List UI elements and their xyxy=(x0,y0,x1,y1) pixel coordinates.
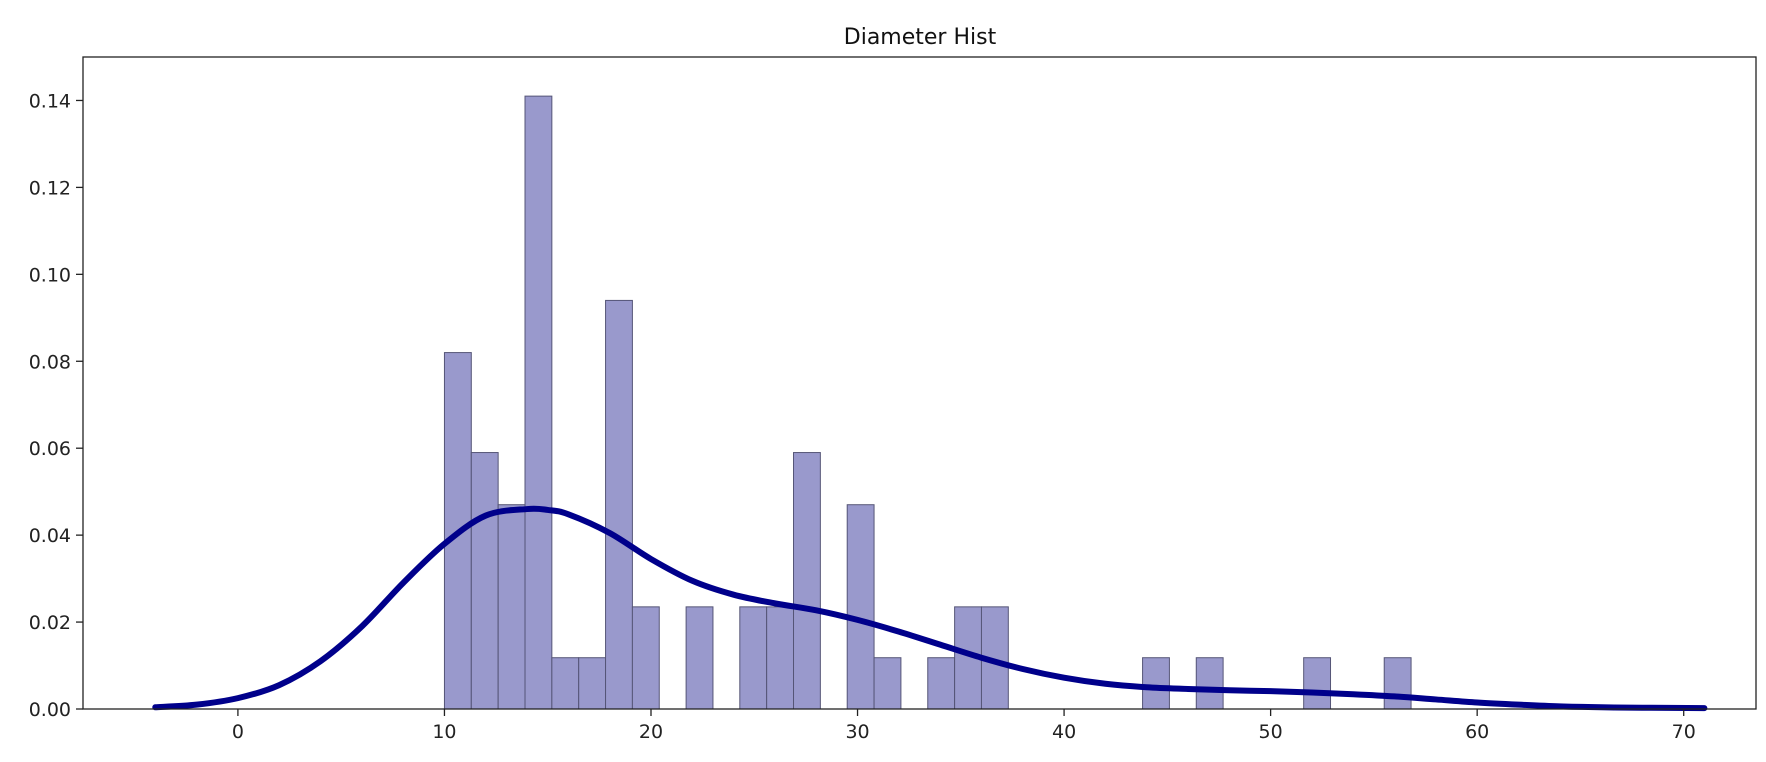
y-tick-label: 0.12 xyxy=(29,177,71,199)
x-tick-label: 0 xyxy=(232,721,244,743)
y-tick-label: 0.04 xyxy=(29,525,71,547)
x-tick-label: 30 xyxy=(845,721,869,743)
histogram-bar xyxy=(846,504,875,710)
histogram-bar xyxy=(1303,657,1332,710)
histogram-bar xyxy=(927,657,956,710)
histogram-bar xyxy=(766,606,795,710)
chart-title: Diameter Hist xyxy=(844,25,997,50)
x-tick-label: 40 xyxy=(1052,721,1076,743)
x-tick-label: 50 xyxy=(1259,721,1283,743)
y-tick-label: 0.10 xyxy=(29,264,71,286)
histogram-bar xyxy=(578,657,607,710)
x-tick-label: 70 xyxy=(1672,721,1696,743)
x-axis: 0 10 20 30 40 50 60 70 xyxy=(232,709,1696,743)
histogram-bar xyxy=(1383,657,1412,710)
histogram-bar xyxy=(631,606,660,710)
kde-curve xyxy=(152,505,1708,712)
histogram-bar xyxy=(1142,657,1170,710)
histogram-bar xyxy=(497,504,526,710)
y-tick-label: 0.06 xyxy=(29,438,71,460)
y-tick-label: 0.00 xyxy=(29,699,71,721)
histogram-bar xyxy=(873,657,902,710)
histogram-bar xyxy=(1195,657,1224,710)
y-tick-label: 0.08 xyxy=(29,351,71,373)
histogram-bar xyxy=(605,299,633,710)
x-tick-label: 60 xyxy=(1465,721,1489,743)
histogram-bar xyxy=(685,606,714,710)
x-tick-label: 10 xyxy=(432,721,456,743)
histogram-bar xyxy=(524,95,553,710)
x-tick-label: 20 xyxy=(639,721,663,743)
y-tick-label: 0.02 xyxy=(29,612,71,634)
histogram-bar xyxy=(470,452,499,710)
bars-layer xyxy=(443,95,1412,710)
plot-frame xyxy=(82,56,1757,710)
y-tick-label: 0.14 xyxy=(29,90,71,112)
y-axis: 0.00 0.02 0.04 0.06 0.08 0.10 0.12 0.14 xyxy=(29,90,83,721)
histogram-bar xyxy=(793,452,821,710)
histogram-bar xyxy=(739,606,768,710)
histogram-bar xyxy=(551,657,580,710)
